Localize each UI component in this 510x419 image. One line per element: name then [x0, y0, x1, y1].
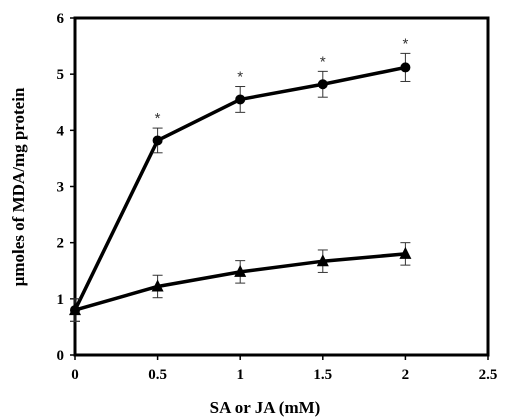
y-tick-label: 0: [57, 348, 65, 364]
x-tick-label: 0: [71, 367, 79, 383]
y-tick-label: 5: [57, 67, 65, 83]
significance-star: *: [237, 69, 243, 86]
data-point-triangle: [69, 303, 81, 316]
x-tick-label: 1: [236, 367, 244, 383]
data-point-circle: [152, 135, 163, 146]
y-tick-label: 4: [57, 123, 65, 139]
data-point-circle: [235, 94, 246, 105]
y-tick-label: 1: [57, 292, 65, 308]
series-triangle: [69, 242, 412, 322]
significance-star: *: [320, 53, 326, 70]
y-tick-labels: 0 1 2 3 4 5 6: [57, 11, 75, 364]
y-tick-label: 6: [57, 11, 65, 27]
data-point-triangle: [316, 254, 329, 267]
y-tick-label: 3: [57, 180, 65, 196]
significance-star: *: [402, 35, 408, 52]
data-point-triangle: [151, 279, 164, 292]
y-tick-label: 2: [57, 236, 65, 252]
significance-star: *: [155, 110, 161, 127]
x-tick-labels: 0 0.5 1 1.5 2 2.5: [71, 355, 497, 383]
data-point-circle: [317, 79, 328, 90]
data-point-circle: [400, 62, 411, 73]
data-point-triangle: [234, 264, 247, 277]
x-axis-title: SA or JA (mM): [210, 398, 321, 417]
y-axis-title: µmoles of MDA/mg protein: [9, 87, 28, 286]
x-tick-label: 2.5: [479, 367, 498, 383]
x-tick-label: 0.5: [148, 367, 167, 383]
x-tick-label: 2: [402, 367, 410, 383]
x-tick-label: 1.5: [313, 367, 332, 383]
data-point-triangle: [399, 246, 412, 259]
series-layer: * * * *: [69, 35, 412, 322]
